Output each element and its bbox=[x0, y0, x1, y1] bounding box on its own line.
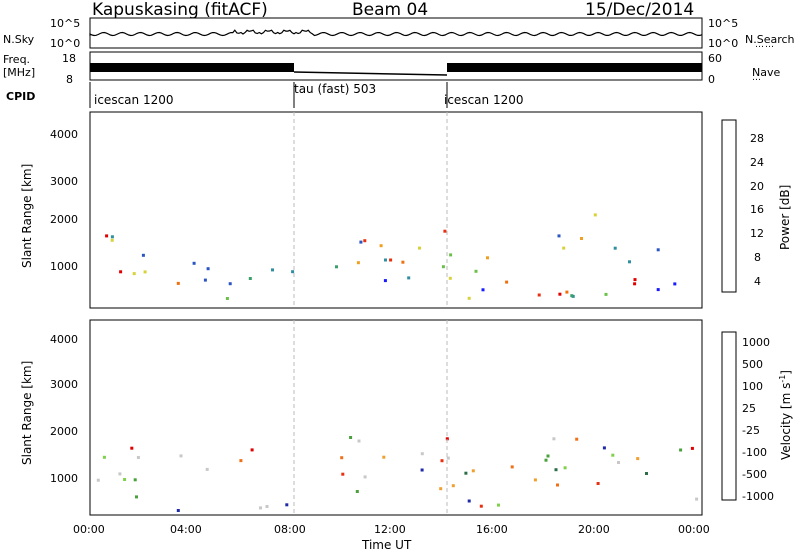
power-scatter bbox=[105, 213, 677, 300]
nave-label: Nave bbox=[752, 66, 781, 79]
power-cb-4: 4 bbox=[754, 275, 761, 288]
vel-cb-neg1000: -1000 bbox=[742, 490, 774, 503]
xtick-2400: 00:00 bbox=[678, 523, 710, 536]
velocity-scatter bbox=[96, 436, 699, 512]
velocity-ytick-1000: 1000 bbox=[50, 472, 78, 485]
vel-cb-500: 500 bbox=[742, 358, 763, 371]
vel-cb-100: 100 bbox=[742, 380, 763, 393]
freq-line-mid bbox=[293, 71, 448, 76]
noise-tick-right-high: 10^5 bbox=[708, 17, 739, 30]
freq-tick-left-low: 8 bbox=[66, 73, 73, 86]
cpid-label: CPID bbox=[6, 90, 36, 103]
cpid-segment-2: tau (fast) 503 bbox=[294, 82, 377, 96]
xtick-0400: 04:00 bbox=[170, 523, 202, 536]
vel-cb-label: Velocity [m s-1] bbox=[778, 370, 793, 460]
date-label: 15/Dec/2014 bbox=[585, 0, 695, 20]
power-panel-frame bbox=[89, 111, 703, 309]
xlabel: Time UT bbox=[362, 538, 412, 552]
power-cb-8: 8 bbox=[754, 251, 761, 264]
freq-bar-block-2 bbox=[447, 63, 702, 72]
noise-panel-frame bbox=[89, 17, 703, 49]
velocity-panel-frame bbox=[89, 319, 703, 516]
xtick-1200: 12:00 bbox=[374, 523, 406, 536]
nave-dots: … bbox=[752, 73, 761, 83]
velocity-ytick-2000: 2000 bbox=[50, 425, 78, 438]
beam-label: Beam 04 bbox=[352, 0, 429, 20]
vel-cb-25: 25 bbox=[742, 402, 756, 415]
freq-bar-block-1 bbox=[90, 63, 294, 72]
velocity-ytick-4000: 4000 bbox=[50, 333, 78, 346]
freq-label: Freq. bbox=[3, 53, 31, 66]
nsky-label: N.Sky bbox=[3, 33, 35, 46]
vel-cb-1000: 1000 bbox=[742, 336, 770, 349]
power-cb-12: 12 bbox=[750, 227, 764, 240]
power-ytick-4000: 4000 bbox=[50, 128, 78, 141]
xtick-1600: 16:00 bbox=[476, 523, 508, 536]
xtick-0000: 00:00 bbox=[73, 523, 105, 536]
power-cb-20: 20 bbox=[750, 180, 764, 193]
power-cb-label: Power [dB] bbox=[778, 184, 792, 250]
freq-unit-label: [MHz] bbox=[3, 66, 36, 79]
nsearch-dots: …… bbox=[755, 40, 775, 50]
power-ylabel: Slant Range [km] bbox=[20, 163, 34, 268]
power-cb-28: 28 bbox=[750, 132, 764, 145]
vel-cb-neg500: -500 bbox=[742, 468, 767, 481]
xtick-0800: 08:00 bbox=[274, 523, 306, 536]
noise-tick-right-low: 10^0 bbox=[708, 37, 739, 50]
vel-cb-neg25: -25 bbox=[742, 424, 760, 437]
power-colorbar-frame bbox=[721, 119, 737, 293]
power-ytick-2000: 2000 bbox=[50, 213, 78, 226]
velocity-ylabel: Slant Range [km] bbox=[20, 360, 34, 465]
power-cb-16: 16 bbox=[750, 203, 764, 216]
velocity-ytick-3000: 3000 bbox=[50, 378, 78, 391]
freq-tick-right-low: 0 bbox=[708, 73, 715, 86]
xtick-2000: 20:00 bbox=[578, 523, 610, 536]
velocity-colorbar-frame bbox=[721, 331, 737, 501]
power-ytick-1000: 1000 bbox=[50, 260, 78, 273]
power-ytick-3000: 3000 bbox=[50, 175, 78, 188]
station-title: Kapuskasing (fitACF) bbox=[92, 0, 268, 20]
noise-tick-left-high: 10^5 bbox=[50, 17, 81, 30]
power-cb-24: 24 bbox=[750, 156, 764, 169]
cpid-segment-3: icescan 1200 bbox=[444, 93, 524, 107]
nsearch-label: N.Search bbox=[745, 33, 795, 46]
vel-cb-neg100: -100 bbox=[742, 446, 767, 459]
noise-trace bbox=[89, 29, 703, 37]
noise-tick-left-low: 10^0 bbox=[50, 37, 81, 50]
freq-tick-right-high: 60 bbox=[708, 52, 722, 65]
cpid-segment-1: icescan 1200 bbox=[94, 93, 174, 107]
freq-tick-left-high: 18 bbox=[62, 52, 76, 65]
